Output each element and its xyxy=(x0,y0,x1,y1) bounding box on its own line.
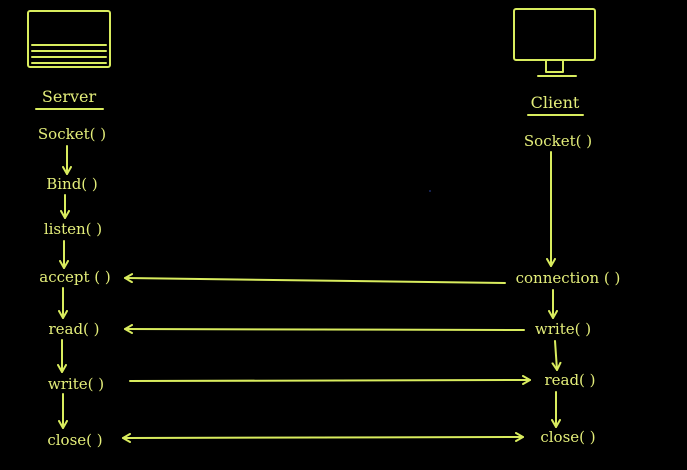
arrow-server-write-to-client-read xyxy=(129,375,531,386)
client-socket-label: Socket( ) xyxy=(523,132,593,150)
client-write-label: write( ) xyxy=(534,320,592,338)
stray-dot xyxy=(429,190,431,192)
server-listen-label: listen( ) xyxy=(43,220,103,238)
arrow-client-write-read xyxy=(551,340,562,371)
server-accept-label: accept ( ) xyxy=(39,268,111,286)
arrow-close-bidirectional xyxy=(122,432,524,443)
server-close-label: close( ) xyxy=(47,431,103,449)
client-connection-label: connection ( ) xyxy=(515,269,621,287)
arrow-client-write-to-server-read xyxy=(123,324,525,335)
server-read-label: read( ) xyxy=(48,320,100,338)
client-close-label: close( ) xyxy=(540,428,596,446)
monitor-icon xyxy=(513,8,596,77)
server-write-label: write( ) xyxy=(47,375,105,393)
server-bind-label: Bind( ) xyxy=(46,175,98,193)
arrow-connection-to-accept xyxy=(123,273,506,284)
server-heading: Server xyxy=(41,87,97,106)
server-icon xyxy=(27,10,111,68)
server-socket-label: Socket( ) xyxy=(37,125,107,143)
client-read-label: read( ) xyxy=(544,371,596,389)
client-heading: Client xyxy=(530,93,580,112)
